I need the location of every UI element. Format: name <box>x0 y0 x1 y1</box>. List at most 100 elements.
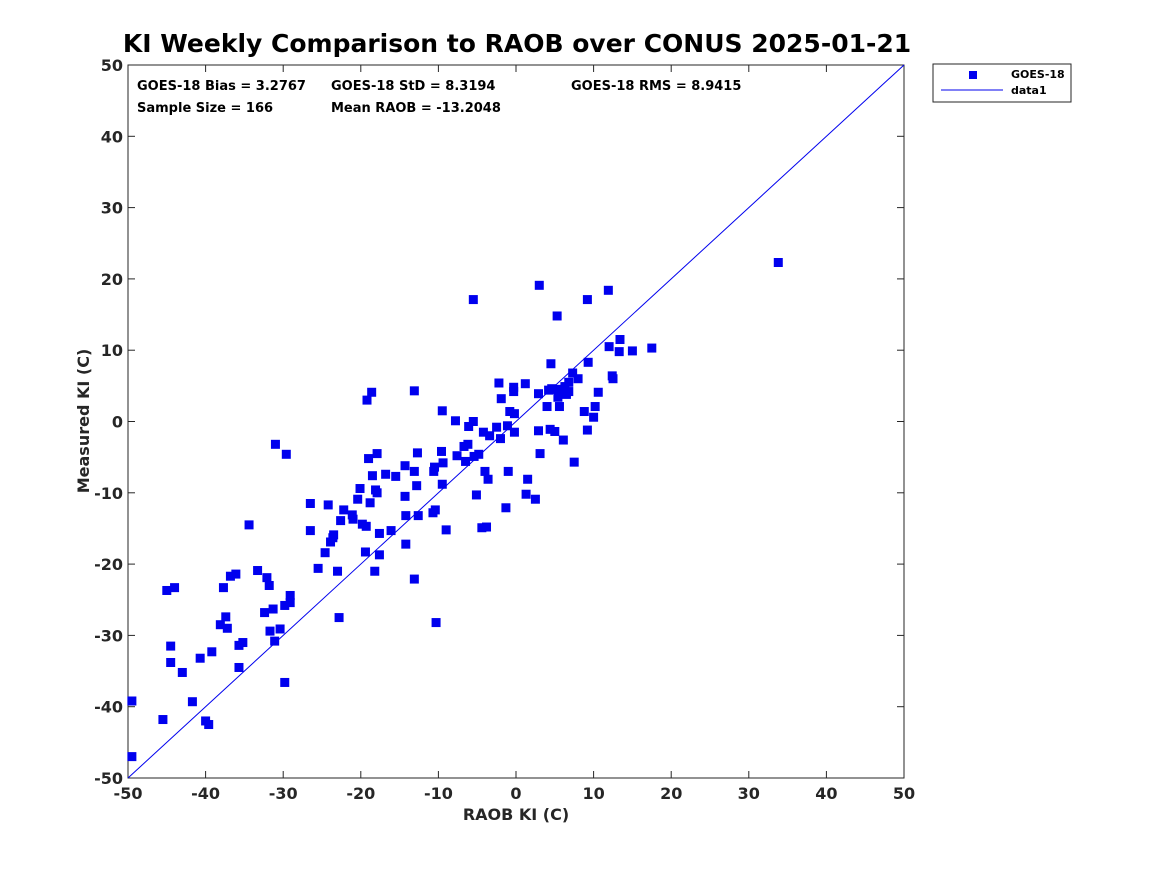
scatter-point <box>430 462 440 472</box>
scatter-point <box>372 488 382 498</box>
scatter-point <box>520 379 530 389</box>
scatter-point <box>158 715 168 725</box>
scatter-point <box>547 384 557 394</box>
scatter-point <box>253 566 263 576</box>
scatter-point <box>450 416 460 426</box>
scatter-point <box>413 511 423 521</box>
scatter-point <box>582 295 592 305</box>
scatter-point <box>215 620 225 630</box>
stat-bias: GOES-18 Bias = 3.2767 <box>137 79 306 94</box>
scatter-point <box>554 402 564 412</box>
scatter-point <box>521 489 531 499</box>
scatter-point <box>361 521 371 531</box>
scatter-point <box>412 481 422 491</box>
legend: GOES-18 data1 <box>932 63 1072 103</box>
scatter-point <box>545 424 555 434</box>
x-tick-label: 30 <box>738 784 760 803</box>
scatter-point <box>262 573 272 583</box>
scatter-point <box>480 466 490 476</box>
scatter-point <box>362 395 372 405</box>
y-tick-labels: -50 -40 -30 -20 -10 0 10 20 30 40 50 <box>94 56 123 788</box>
scatter-point <box>647 343 657 353</box>
scatter-point <box>334 613 344 623</box>
scatter-point <box>503 466 513 476</box>
y-tick-label: -10 <box>94 484 123 503</box>
scatter-point <box>542 402 552 412</box>
scatter-point <box>386 526 396 536</box>
x-tick-labels: -50 -40 -30 -20 -10 0 10 20 30 40 50 <box>114 784 916 803</box>
scatter-point <box>468 295 478 305</box>
scatter-point <box>441 525 451 535</box>
scatter-point <box>305 498 315 508</box>
scatter-point <box>285 590 295 600</box>
scatter-point <box>336 516 346 526</box>
scatter-point <box>244 520 254 530</box>
scatter-point <box>370 566 380 576</box>
scatter-point <box>530 494 540 504</box>
scatter-point <box>430 505 440 515</box>
scatter-point <box>234 662 244 672</box>
series-lines <box>127 64 905 779</box>
scatter-point <box>275 624 285 634</box>
scatter-point <box>573 374 583 384</box>
scatter-point <box>222 623 232 633</box>
scatter-point <box>401 511 411 521</box>
scatter-point <box>177 667 187 677</box>
scatter-point <box>374 550 384 560</box>
scatter-point <box>583 357 593 367</box>
scatter-point <box>468 417 478 426</box>
scatter-point <box>477 523 487 533</box>
scatter-point <box>603 285 613 295</box>
scatter-point <box>471 490 481 500</box>
x-tick-label: -40 <box>191 784 220 803</box>
scatter-point <box>627 346 637 356</box>
scatter-point <box>170 583 180 593</box>
scatter-point <box>204 720 214 730</box>
y-tick-label: 20 <box>101 270 123 289</box>
y-tick-label: 40 <box>101 127 123 146</box>
scatter-point <box>353 494 363 504</box>
scatter-point <box>207 647 217 657</box>
x-tick-label: 10 <box>582 784 604 803</box>
scatter-point <box>523 474 533 484</box>
scatter-point <box>281 449 291 459</box>
scatter-point <box>608 374 618 384</box>
scatter-point <box>590 402 600 412</box>
scatter-point <box>409 386 419 396</box>
scatter-point <box>589 412 599 422</box>
x-tick-label: 50 <box>893 784 915 803</box>
scatter-point <box>492 422 502 432</box>
scatter-point <box>166 657 176 667</box>
stats-annotations: GOES-18 Bias = 3.2767 GOES-18 StD = 8.31… <box>137 79 741 116</box>
scatter-point <box>546 359 556 369</box>
y-tick-label: 50 <box>101 56 123 75</box>
scatter-point <box>381 469 391 479</box>
scatter-point <box>485 431 495 441</box>
y-tick-label: -40 <box>94 698 123 717</box>
scatter-point <box>221 612 231 622</box>
scatter-point <box>564 377 574 387</box>
scatter-point <box>604 342 614 352</box>
scatter-point <box>391 471 401 481</box>
x-tick-label: -50 <box>114 784 143 803</box>
scatter-point <box>482 522 492 532</box>
reference-line-data1 <box>127 64 905 779</box>
scatter-point <box>329 530 339 540</box>
scatter-point <box>305 526 315 536</box>
x-axis-label: RAOB KI (C) <box>463 805 569 824</box>
scatter-point <box>568 368 578 378</box>
scatter-point <box>401 539 411 549</box>
scatter-point <box>268 604 278 614</box>
y-tick-label: 10 <box>101 341 123 360</box>
scatter-point <box>582 425 592 435</box>
x-tick-label: 40 <box>815 784 837 803</box>
scatter-point <box>438 458 448 468</box>
scatter-point <box>569 457 579 467</box>
scatter-point <box>355 484 365 494</box>
scatter-point <box>474 449 484 459</box>
scatter-point <box>483 474 493 484</box>
scatter-point <box>367 387 377 397</box>
scatter-point <box>461 456 471 466</box>
scatter-point <box>558 435 568 445</box>
